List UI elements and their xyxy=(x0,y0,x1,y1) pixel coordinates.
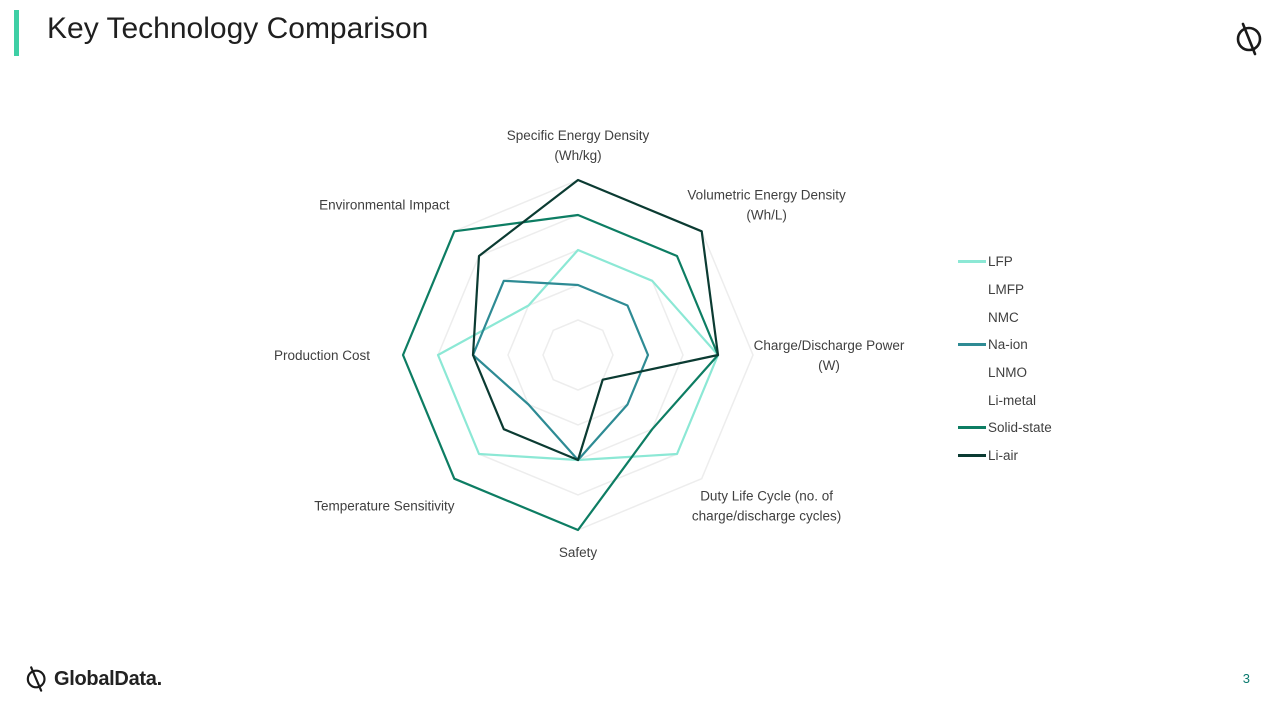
axis-label: Safety xyxy=(559,545,598,560)
axis-label: Charge/Discharge Power (W) xyxy=(754,338,905,373)
legend-swatch xyxy=(958,371,986,375)
legend-item: LNMO xyxy=(958,359,1098,387)
axis-label: Environmental Impact xyxy=(319,197,450,212)
series-line-na-ion xyxy=(471,279,650,462)
axis-label: Temperature Sensitivity xyxy=(314,499,455,514)
page-title: Key Technology Comparison xyxy=(47,12,429,45)
legend-item: NMC xyxy=(958,303,1098,331)
brand-name: GlobalData. xyxy=(54,667,162,690)
legend-swatch xyxy=(958,288,986,292)
series-line-solid-state xyxy=(401,213,720,532)
series-line-lfp xyxy=(436,248,720,462)
legend-item: Li-metal xyxy=(958,386,1098,414)
legend-label: Solid-state xyxy=(988,420,1052,436)
chart-legend: LFP LMFP NMC Na-ion LNMO Li-metal Solid-state L… xyxy=(958,248,1098,470)
legend-swatch xyxy=(958,315,986,319)
globaldata-mark-icon xyxy=(1236,22,1262,56)
legend-swatch xyxy=(958,398,986,402)
legend-label: LNMO xyxy=(988,365,1028,381)
legend-label: LFP xyxy=(988,254,1013,270)
legend-item: LFP xyxy=(958,248,1098,276)
legend-label: Li-air xyxy=(988,448,1019,464)
legend-label: LMFP xyxy=(988,282,1025,298)
axis-label: Duty Life Cycle (no. of charge/discharge … xyxy=(692,489,841,524)
footer-logo: GlobalData. xyxy=(24,664,162,694)
page-number: 3 xyxy=(1242,671,1250,686)
legend-item: Na-ion xyxy=(958,331,1098,359)
radar-gridline xyxy=(542,319,614,391)
globaldata-logo-icon xyxy=(26,666,46,692)
series-line-li-air xyxy=(471,178,720,462)
legend-item: Solid-state xyxy=(958,414,1098,442)
legend-swatch xyxy=(958,260,986,264)
legend-item: Li-air xyxy=(958,442,1098,470)
title-accent-bar xyxy=(14,10,19,56)
legend-swatch xyxy=(958,454,986,458)
legend-swatch xyxy=(958,426,986,430)
axis-label: Production Cost xyxy=(274,348,370,363)
legend-label: Li-metal xyxy=(988,392,1037,408)
axis-label: Volumetric Energy Density (Wh/L) xyxy=(687,187,846,222)
legend-swatch xyxy=(958,343,986,347)
axis-label: Specific Energy Density (Wh/kg) xyxy=(507,128,650,163)
legend-label: Na-ion xyxy=(988,337,1028,353)
legend-item: LMFP xyxy=(958,276,1098,304)
legend-label: NMC xyxy=(988,309,1019,325)
radar-gridline xyxy=(402,179,754,531)
